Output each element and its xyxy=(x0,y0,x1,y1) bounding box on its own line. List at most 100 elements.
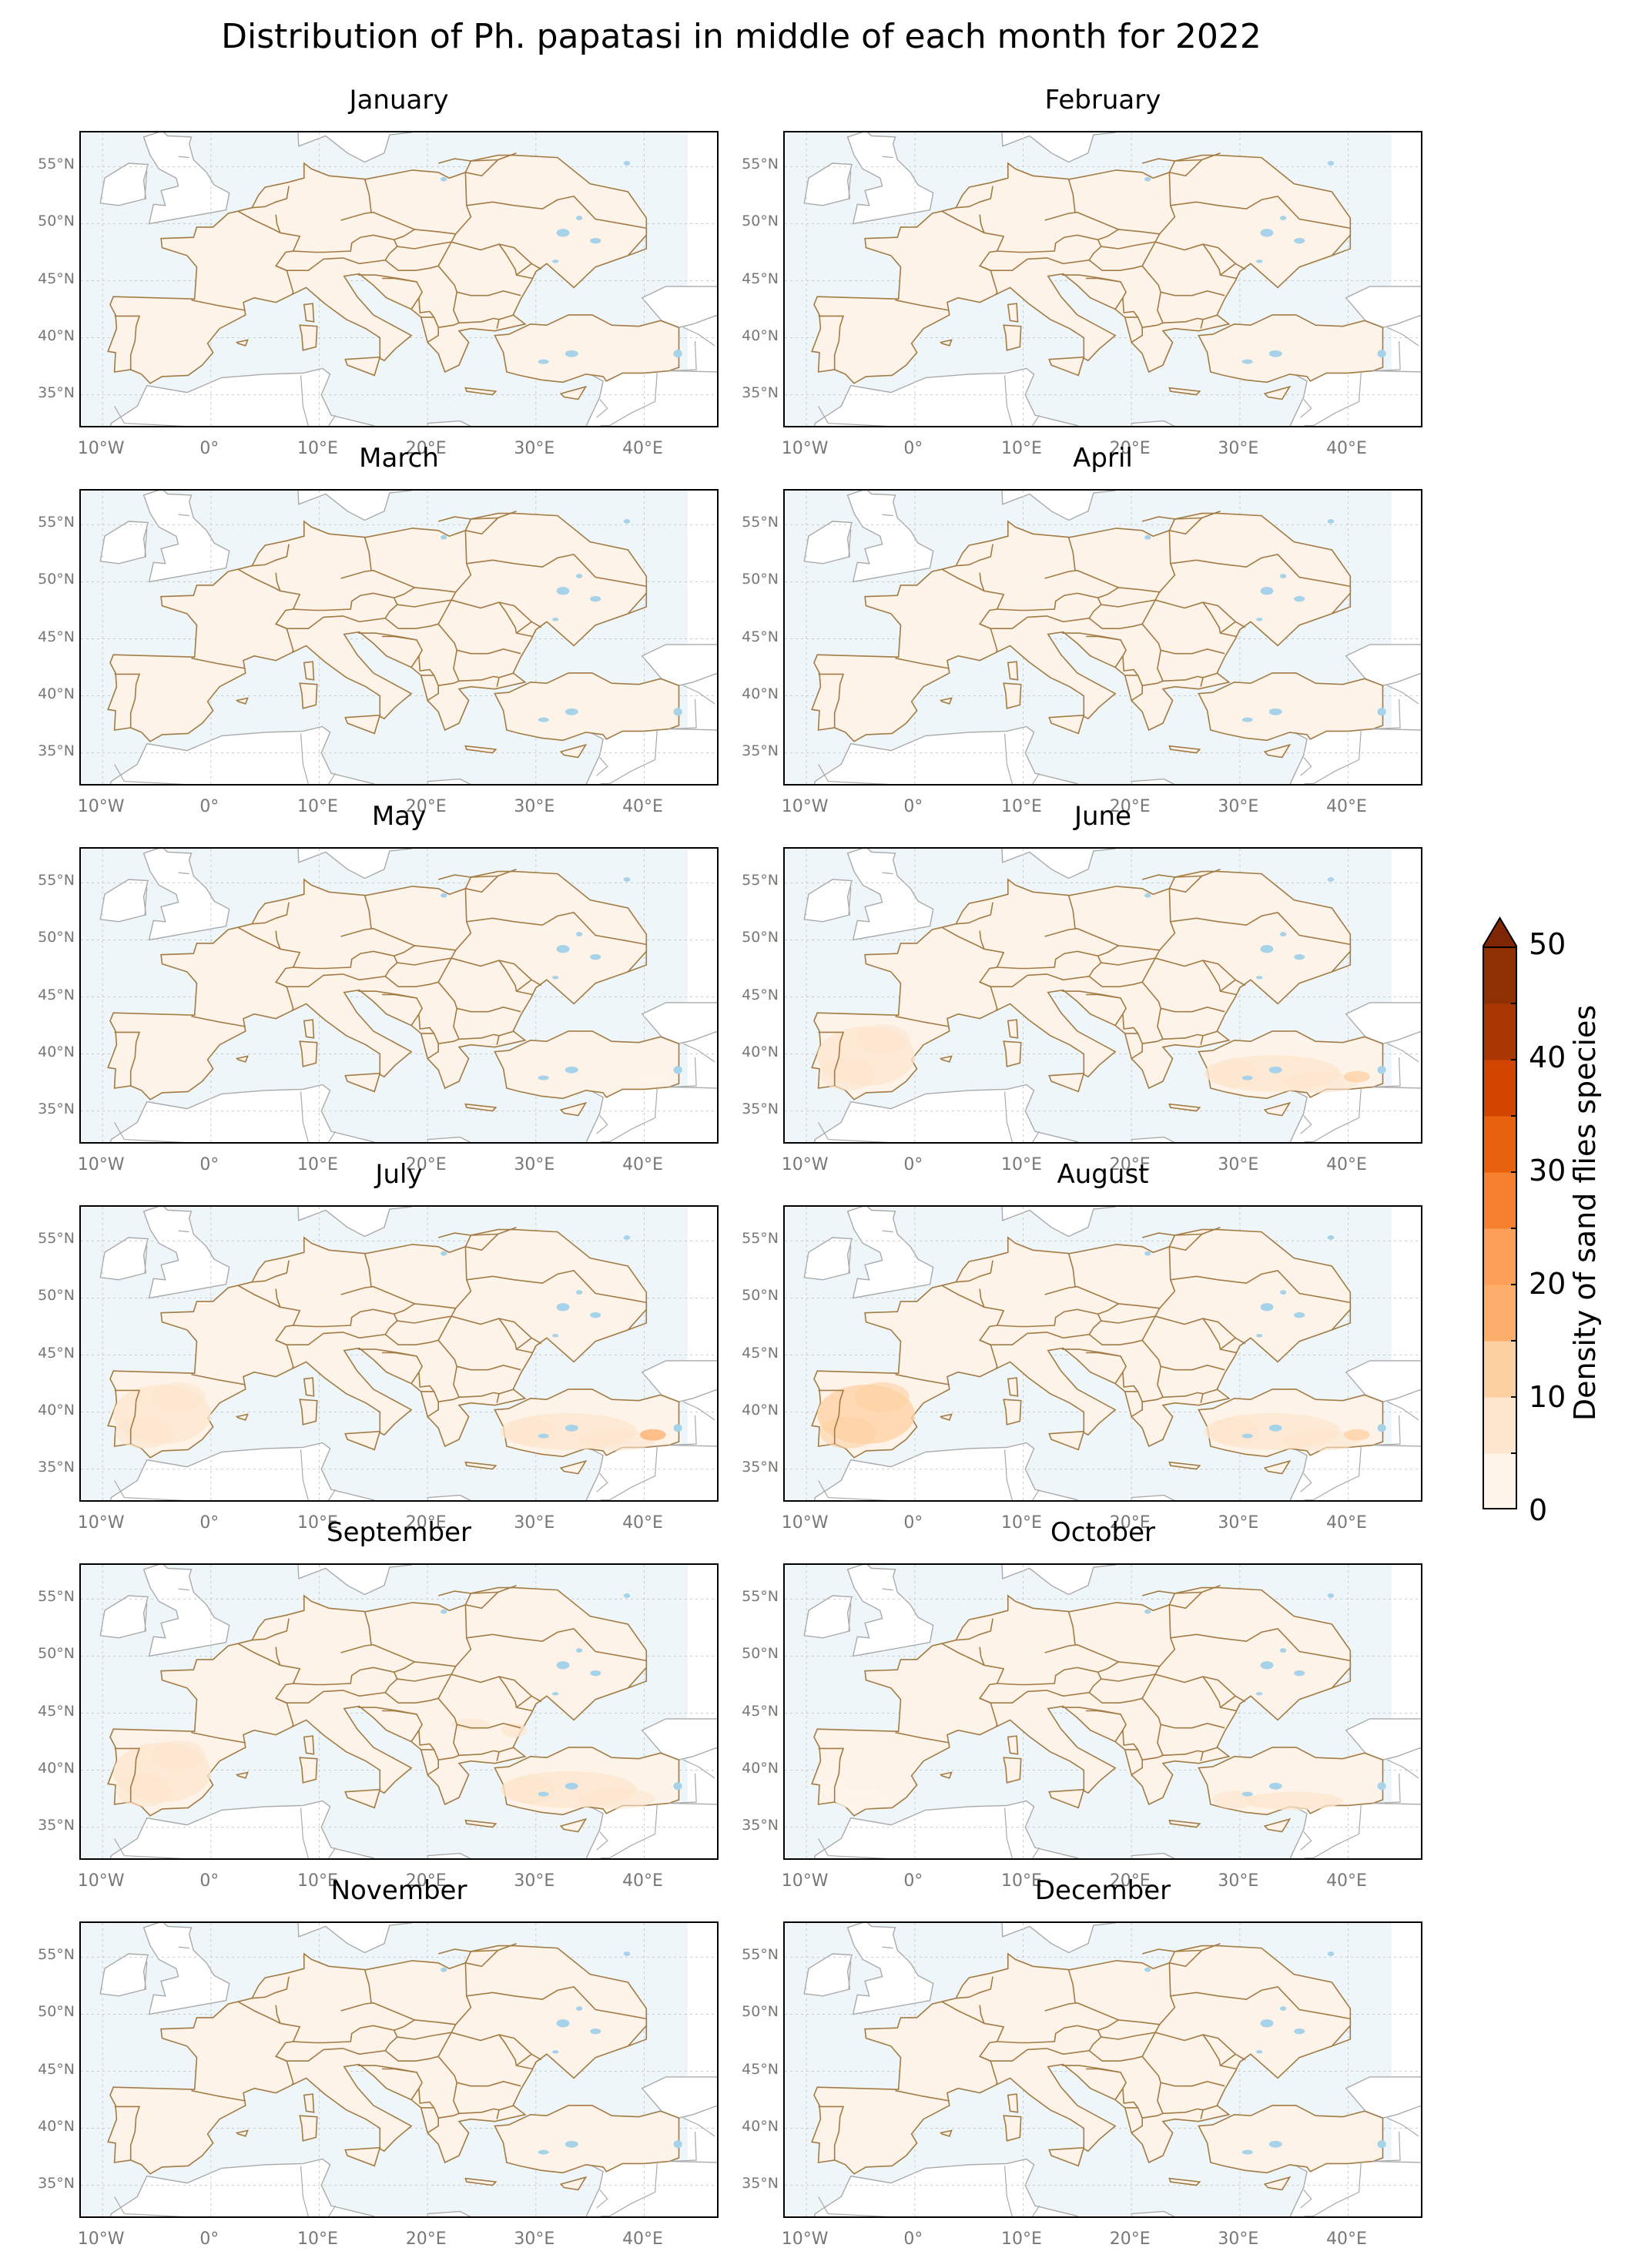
map-frame xyxy=(783,1563,1422,1860)
country-border xyxy=(1131,1402,1143,1418)
lake xyxy=(1279,1648,1287,1653)
longitude-tick-label: 10°E xyxy=(1001,439,1042,458)
latitude-tick-label: 40°N xyxy=(742,2117,779,2135)
country-border xyxy=(1161,2080,1225,2087)
outside-border xyxy=(1304,1445,1362,1500)
country-border xyxy=(1101,1661,1161,1682)
lake xyxy=(575,932,583,937)
density-hotspot xyxy=(151,1740,206,1771)
longitude-tick-label: 0° xyxy=(199,2229,219,2249)
longitude-tick-label: 10°W xyxy=(77,1513,125,1533)
outside-border xyxy=(300,733,309,784)
country-border xyxy=(1169,1226,1221,1251)
land-area xyxy=(107,1228,648,1459)
land-area xyxy=(1168,2177,1201,2186)
density-hotspot xyxy=(116,1416,173,1449)
latitude-tick-label: 40°N xyxy=(38,1759,75,1777)
lake xyxy=(565,2140,578,2148)
country-border xyxy=(451,599,533,634)
lake xyxy=(1268,350,1282,357)
country-border xyxy=(114,1031,141,1086)
country-border xyxy=(397,2019,457,2040)
longitude-tick-label: 20°E xyxy=(1109,1871,1151,1891)
map-panel-november: November 55°N 50°N 45°N 40°N 35°N 10°W 0° 10°E 20… xyxy=(38,1875,719,2249)
country-border xyxy=(941,1285,1005,1369)
country-border xyxy=(418,623,461,687)
lake xyxy=(1377,350,1386,358)
lake xyxy=(441,893,447,898)
country-border xyxy=(457,1364,521,1371)
country-border xyxy=(1086,1710,1121,1715)
outside-border xyxy=(682,327,715,347)
country-border xyxy=(1088,1315,1156,1345)
country-border xyxy=(1159,888,1176,951)
outside-border xyxy=(818,764,890,784)
latitude-tick-label: 35°N xyxy=(742,1458,779,1476)
land-area xyxy=(939,697,953,705)
outside-land xyxy=(1001,1207,1116,1238)
outside-border xyxy=(114,1122,186,1142)
land-area xyxy=(1168,1819,1201,1828)
land-area xyxy=(811,512,1352,742)
map-panel-april: April 55°N 50°N 45°N 40°N 35°N 10°W 0° 10°E 20°E 3… xyxy=(742,443,1422,816)
outside-border xyxy=(818,1480,890,1500)
outside-border xyxy=(1372,1415,1401,1446)
country-border xyxy=(275,1697,287,1704)
longitude-tick-label: 30°E xyxy=(1218,1513,1259,1533)
country-border xyxy=(382,2068,417,2073)
country-border xyxy=(1088,241,1156,271)
latitude-tick-label: 45°N xyxy=(38,1702,75,1720)
outside-land xyxy=(99,1595,149,1639)
country-border xyxy=(458,1033,500,1045)
country-border xyxy=(979,1339,991,1345)
outside-border xyxy=(1004,1449,1013,1500)
longitude-tick-label: 30°E xyxy=(1218,439,1259,458)
lake xyxy=(1327,1593,1335,1598)
country-border xyxy=(989,950,1102,987)
country-border xyxy=(285,1308,398,1345)
land-area xyxy=(559,1817,588,1833)
lake xyxy=(1144,1967,1151,1972)
land-area xyxy=(299,324,318,351)
country-border xyxy=(1170,912,1351,946)
latitude-tick-label: 35°N xyxy=(38,1100,75,1117)
outside-land xyxy=(142,1923,230,2015)
country-border xyxy=(458,1392,500,1403)
country-border xyxy=(418,1339,461,1403)
outside-border xyxy=(300,2166,309,2216)
lake xyxy=(1377,708,1386,716)
outside-border xyxy=(178,156,189,159)
country-border xyxy=(628,228,648,256)
latitude-tick-label: 50°N xyxy=(742,1645,779,1663)
density-hotspot xyxy=(151,1382,206,1412)
country-border xyxy=(1170,1628,1351,1662)
map-canvas xyxy=(81,1923,717,2216)
longitude-tick-label: 20°E xyxy=(405,439,447,458)
outside-border xyxy=(1300,1473,1312,1492)
country-border xyxy=(457,648,521,655)
country-border xyxy=(628,1660,648,1689)
longitude-tick-label: 10°E xyxy=(1001,1871,1042,1891)
outside-land xyxy=(99,1953,149,1997)
longitude-tick-label: 40°E xyxy=(622,2229,663,2249)
map-panel-january: January 55°N 50°N 45°N 40°N 35°N 10°W 0° 10°E 20°… xyxy=(38,85,719,458)
lake xyxy=(551,1334,559,1338)
lake xyxy=(1279,932,1287,937)
country-border xyxy=(895,1015,950,1027)
country-border xyxy=(979,623,991,629)
outside-land xyxy=(297,491,412,521)
country-border xyxy=(895,1373,950,1385)
outside-land xyxy=(803,1237,853,1281)
country-border xyxy=(418,265,461,329)
outside-border xyxy=(327,2205,337,2216)
outside-land xyxy=(803,162,853,206)
longitude-tick-label: 10°E xyxy=(297,1871,338,1891)
country-border xyxy=(1086,635,1121,641)
lake xyxy=(565,1424,578,1432)
lake xyxy=(1255,1334,1263,1338)
outside-border xyxy=(114,406,186,426)
colorbar-extend-arrow xyxy=(1483,916,1517,948)
outside-border xyxy=(682,1043,715,1063)
panel-title: March xyxy=(359,443,439,474)
land-area xyxy=(1168,1103,1201,1112)
